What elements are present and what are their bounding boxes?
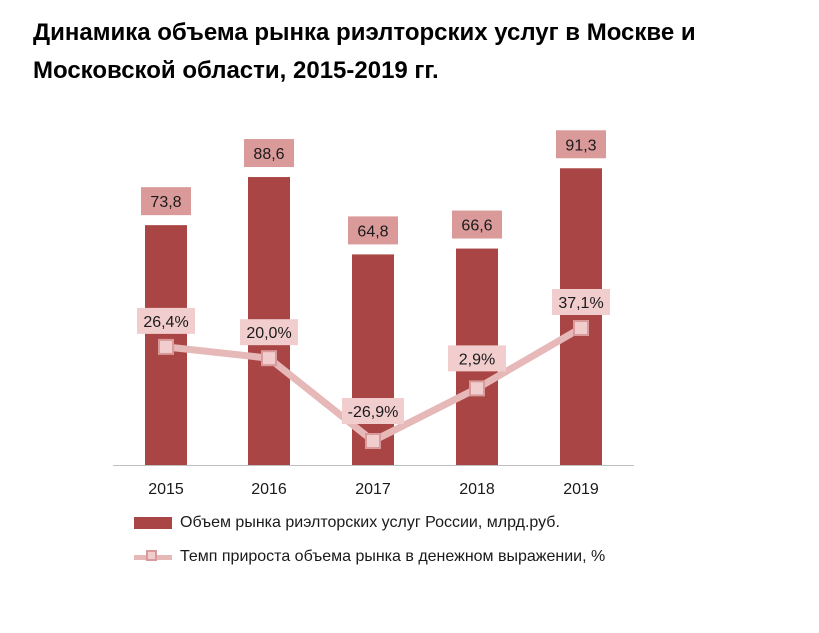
growth-marker-2019 [573, 320, 589, 336]
growth-marker-2016 [261, 350, 277, 367]
x-tick-label-2016: 2016 [251, 481, 287, 498]
bar-value-label-2017: 64,8 [357, 223, 388, 240]
chart-area: 2015 2016 2017 2018 2019 73,8 88,6 64,8 66,6 91,3… [113, 130, 634, 498]
bar-label-box-2017 [348, 216, 398, 245]
legend-label-growth: Темп прироста объема рынка в денежном вы… [180, 548, 606, 565]
x-tick-label-2017: 2017 [355, 481, 391, 498]
legend-label-volume: Объем рынка риэлторских услуг России, мл… [180, 514, 560, 531]
growth-label-box-2017 [342, 398, 404, 424]
legend-line-swatch [134, 550, 172, 563]
bar-label-box-2016 [244, 139, 294, 168]
legend-item-volume: Объем рынка риэлторских услуг России, мл… [134, 512, 605, 534]
growth-marker-2018 [469, 380, 485, 397]
bar-label-box-2015 [141, 187, 191, 216]
growth-value-label-2016: 20,0% [246, 325, 291, 342]
growth-value-label-2018: 2,9% [459, 351, 495, 368]
legend-bar-swatch [134, 517, 172, 529]
growth-label-box-2019 [552, 289, 610, 315]
bar-value-label-2019: 91,3 [565, 137, 596, 154]
growth-marker-2015 [158, 338, 174, 355]
x-tick-label-2015: 2015 [148, 481, 184, 498]
x-tick-label-2019: 2019 [563, 481, 599, 498]
bar-label-box-2019 [556, 130, 606, 159]
growth-marker-2017 [365, 433, 381, 449]
growth-label-box-2015 [137, 307, 195, 334]
bar-value-label-2018: 66,6 [461, 218, 492, 235]
growth-label-box-2016 [240, 319, 298, 346]
bar-2019 [560, 168, 602, 465]
bar-value-label-2015: 73,8 [150, 194, 181, 211]
legend: Объем рынка риэлторских услуг России, мл… [134, 512, 605, 580]
growth-value-label-2015: 26,4% [143, 314, 188, 331]
legend-item-growth: Темп прироста объема рынка в денежном вы… [134, 546, 605, 568]
chart-title: Динамика объема рынка риэлторских услуг … [33, 19, 696, 84]
growth-label-box-2018 [448, 345, 506, 372]
growth-value-label-2019: 37,1% [558, 295, 603, 312]
bar-value-label-2016: 88,6 [253, 146, 284, 163]
growth-value-label-2017: -26,9% [348, 404, 399, 421]
bar-label-box-2018 [452, 210, 502, 239]
x-tick-label-2018: 2018 [459, 481, 495, 498]
